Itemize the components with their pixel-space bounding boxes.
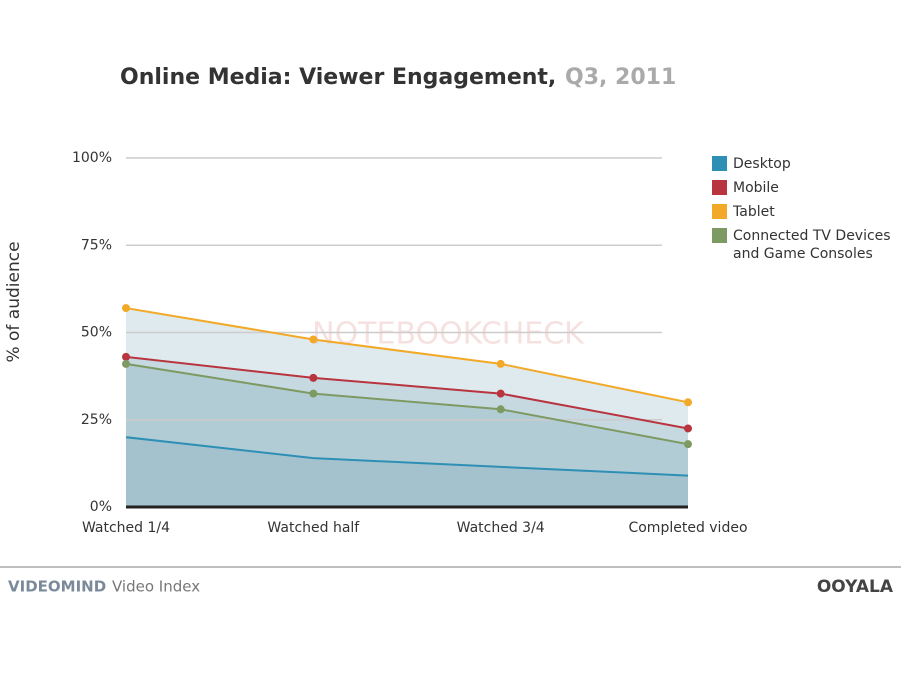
legend-item: Desktop [712,155,901,173]
line [125,307,689,404]
legend-swatch [712,180,727,195]
x-tick-label: Completed video [628,520,747,536]
y-tick-label: 50% [81,325,112,341]
legend-item: Connected TV Devices and Game Consoles [712,227,901,263]
footer-label: Video Index [112,578,200,596]
point [684,398,692,407]
point [122,352,130,361]
area [126,363,688,507]
point [309,373,318,382]
point [309,335,318,344]
point [122,304,130,313]
legend-swatch [712,228,727,243]
x-tick-label: Watched half [267,520,360,536]
x-tick-label: Watched 3/4 [457,520,545,536]
point [496,389,505,398]
chart-subtitle: Q3, 2011 [565,65,676,90]
legend-label: Tablet [733,204,775,220]
footer-logo: OOYALA [817,577,894,597]
line [125,436,689,477]
area [126,437,688,507]
area [126,308,688,507]
y-tick-label: 0% [90,499,112,515]
point [122,359,130,368]
legend-label: Connected TV Devices and Game Consoles [733,228,891,262]
footer-brand: VIDEOMIND [8,578,106,596]
legend-label: Desktop [733,156,791,172]
point [496,359,505,368]
y-tick-label: 75% [81,237,112,253]
point [309,389,318,398]
point [684,424,692,433]
y-tick-label: 100% [72,150,112,166]
legend-item: Mobile [712,179,901,197]
line [125,362,689,446]
y-tick-label: 25% [81,412,112,428]
line [125,355,689,430]
chart-title: Online Media: Viewer Engagement, [120,65,556,90]
x-tick-label: Watched 1/4 [82,520,170,536]
point [684,440,692,449]
y-axis-label: % of audience [4,241,24,362]
legend-label: Mobile [733,180,779,196]
legend-swatch [712,204,727,219]
legend-item: Tablet [712,203,901,221]
legend-swatch [712,156,727,171]
legend: Desktop Mobile Tablet Connected TV Devices … [712,155,901,269]
point [496,405,505,414]
